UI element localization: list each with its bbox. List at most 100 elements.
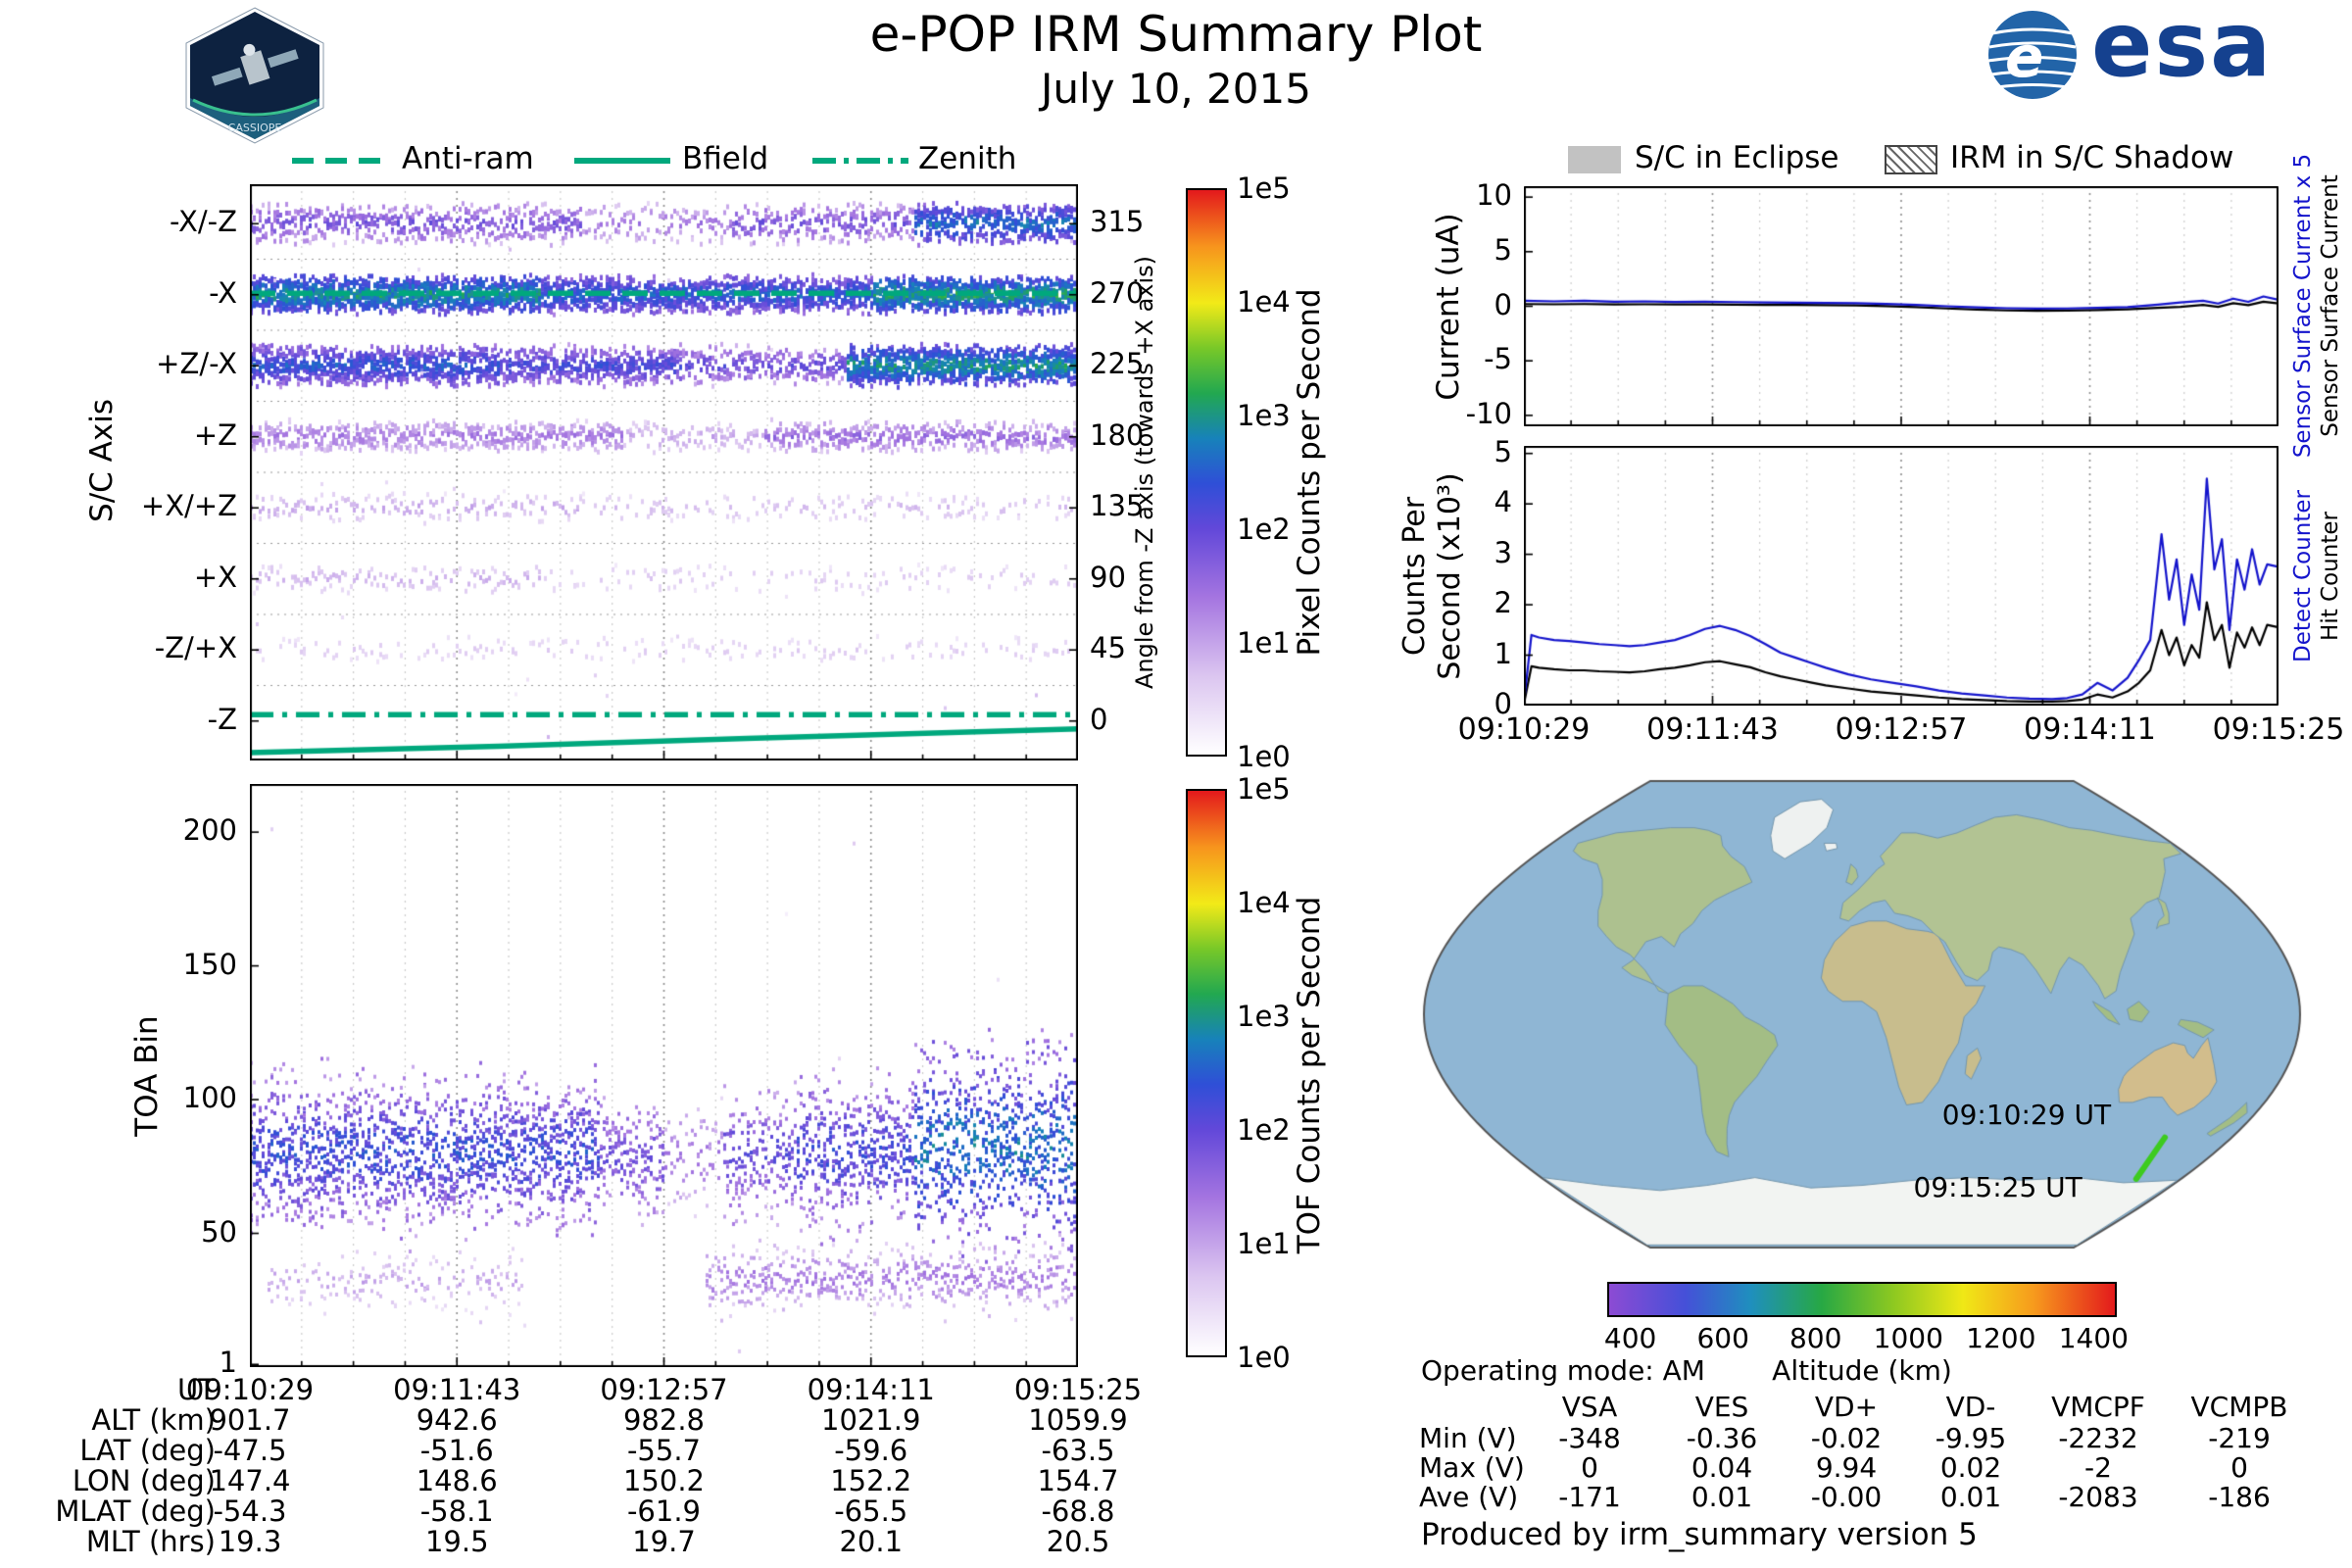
ephemeris-cell: -55.7 [626, 1434, 702, 1467]
altitude-colorbar-label: Altitude (km) [1772, 1354, 1952, 1387]
voltage-column-header: VSA [1561, 1391, 1618, 1423]
esa-globe-icon: e [1987, 11, 2078, 99]
tof-colorbar-label: TOF Counts per Second [1292, 896, 1327, 1254]
eclipse-legend-label: S/C in Eclipse [1635, 140, 1839, 175]
sc-axis-row-label: -X [209, 275, 237, 310]
voltage-cell: 0.01 [1690, 1481, 1753, 1513]
voltage-cell: -0.36 [1686, 1422, 1758, 1454]
pixel-colorbar-tick-label: 1e0 [1237, 740, 1291, 773]
zenith-line-icon [812, 158, 908, 164]
sc-axis-row-label: +X/+Z [140, 489, 237, 523]
ephemeris-cell: -68.8 [1041, 1494, 1115, 1528]
counts-tick-label: 2 [1494, 586, 1512, 620]
toa-ylabel: TOA Bin [129, 1015, 165, 1137]
ephemeris-cell: -47.5 [213, 1434, 287, 1467]
cassiope-patch-text: CASSIOPE [228, 122, 282, 134]
voltage-row-label: Min (V) [1419, 1422, 1517, 1454]
pixel-colorbar-label: Pixel Counts per Second [1292, 288, 1327, 657]
ephemeris-cell: 148.6 [416, 1464, 498, 1497]
pixel-colorbar-tick-label: 1e1 [1237, 626, 1291, 660]
ephemeris-row-label: ALT (km) [91, 1403, 216, 1437]
ephemeris-row-label: MLT (hrs) [85, 1525, 216, 1558]
angle-tick-label: 270 [1090, 275, 1145, 310]
svg-text:e: e [2005, 24, 2043, 90]
angle-tick-label: 135 [1090, 489, 1145, 523]
counts-tick-label: 3 [1494, 535, 1512, 569]
voltage-row-label: Max (V) [1419, 1451, 1525, 1484]
pixel-colorbar-tick-label: 1e4 [1237, 285, 1291, 318]
voltage-cell: -0.02 [1810, 1422, 1883, 1454]
sc-axis-row-label: -Z [207, 702, 237, 736]
voltage-cell: -2232 [2058, 1422, 2138, 1454]
ephemeris-cell: 1021.9 [821, 1403, 921, 1437]
sensor-current-x5-label: Sensor Surface Current x 5 [2290, 153, 2316, 459]
ephemeris-cell: 1059.9 [1028, 1403, 1128, 1437]
ephemeris-cell: -59.6 [834, 1434, 908, 1467]
ephemeris-cell: 20.5 [1046, 1525, 1110, 1558]
ephemeris-cell: 150.2 [622, 1464, 706, 1497]
altitude-colorbar [1607, 1282, 2117, 1317]
ephemeris-cell: 152.2 [830, 1464, 912, 1497]
ephemeris-cell: 19.7 [632, 1525, 696, 1558]
hit-counter-label: Hit Counter [2318, 512, 2343, 641]
esa-wordmark: esa [2091, 0, 2274, 97]
bfield-legend-label: Bfield [682, 141, 769, 176]
angle-tick-label: 0 [1090, 702, 1108, 736]
ephemeris-cell: 19.3 [218, 1525, 282, 1558]
ephemeris-cell: 09:14:11 [807, 1373, 935, 1406]
ephemeris-row-label: MLAT (deg) [55, 1494, 216, 1528]
voltage-column-header: VMCPF [2051, 1391, 2145, 1423]
toa-tick-label: 150 [182, 947, 237, 981]
ephemeris-cell: 901.7 [209, 1403, 291, 1437]
toa-tick-label: 100 [182, 1081, 237, 1115]
operating-mode-label: Operating mode: AM [1421, 1354, 1705, 1387]
counts-tick-label: 0 [1494, 687, 1512, 720]
current-plot-canvas [1524, 186, 2278, 426]
voltage-cell: -2 [2084, 1451, 2112, 1484]
shadow-legend-label: IRM in S/C Shadow [1950, 140, 2234, 175]
current-tick-label: -10 [1465, 396, 1512, 430]
voltage-cell: -219 [2208, 1422, 2271, 1454]
page-date: July 10, 2015 [1041, 65, 1311, 113]
bfield-line-icon [574, 158, 670, 164]
anti-ram-legend-label: Anti-ram [402, 141, 534, 176]
angle-tick-label: 315 [1090, 205, 1145, 239]
ephemeris-cell: -65.5 [834, 1494, 908, 1528]
voltage-cell: 9.94 [1815, 1451, 1878, 1484]
ephemeris-row-label: LON (deg) [72, 1464, 216, 1497]
ephemeris-cell: -58.1 [419, 1494, 494, 1528]
tof-colorbar [1186, 789, 1227, 1357]
angle-tick-label: 45 [1090, 631, 1126, 665]
esa-logo: e esa [1985, 0, 2338, 108]
detect-counter-label: Detect Counter [2290, 490, 2316, 662]
ephemeris-cell: 09:10:29 [185, 1373, 315, 1406]
satellite-icon [211, 43, 299, 86]
counts-plot-canvas [1524, 446, 2278, 706]
angle-tick-label: 225 [1090, 347, 1145, 381]
sc-axis-row-label: -Z/+X [154, 631, 237, 665]
voltage-column-header: VD- [1945, 1391, 1996, 1423]
tof-colorbar-tick-label: 1e1 [1237, 1227, 1291, 1260]
voltage-cell: -0.00 [1810, 1481, 1883, 1513]
current-tick-label: 10 [1476, 178, 1512, 213]
voltage-cell: 0.04 [1690, 1451, 1753, 1484]
voltage-column-header: VD+ [1814, 1391, 1879, 1423]
world-map-canvas [1411, 774, 2313, 1254]
ephemeris-cell: 147.4 [209, 1464, 291, 1497]
angle-axis-label: Angle from -Z axis (towards +X axis) [1131, 255, 1158, 690]
world-map: 09:10:29 UT 09:15:25 UT [1411, 774, 2313, 1254]
toa-spectrogram-canvas [250, 784, 1078, 1367]
time-tick-label: 09:10:29 [1457, 712, 1591, 747]
cassiope-patch-logo: CASSIOPE [181, 6, 328, 145]
voltage-cell: 0.01 [1939, 1481, 2002, 1513]
voltage-cell: 0 [1581, 1451, 1598, 1484]
counts-ylabel-line1: Counts Per [1397, 496, 1432, 657]
ephemeris-cell: 09:12:57 [600, 1373, 728, 1406]
altitude-tick-label: 600 [1696, 1322, 1749, 1354]
sc-axis-row-label: +Z/-X [156, 347, 237, 381]
time-tick-label: 09:14:11 [2024, 712, 2156, 747]
voltage-cell: -171 [1558, 1481, 1621, 1513]
page-title: e-POP IRM Summary Plot [869, 6, 1483, 63]
current-tick-label: 5 [1494, 232, 1512, 267]
